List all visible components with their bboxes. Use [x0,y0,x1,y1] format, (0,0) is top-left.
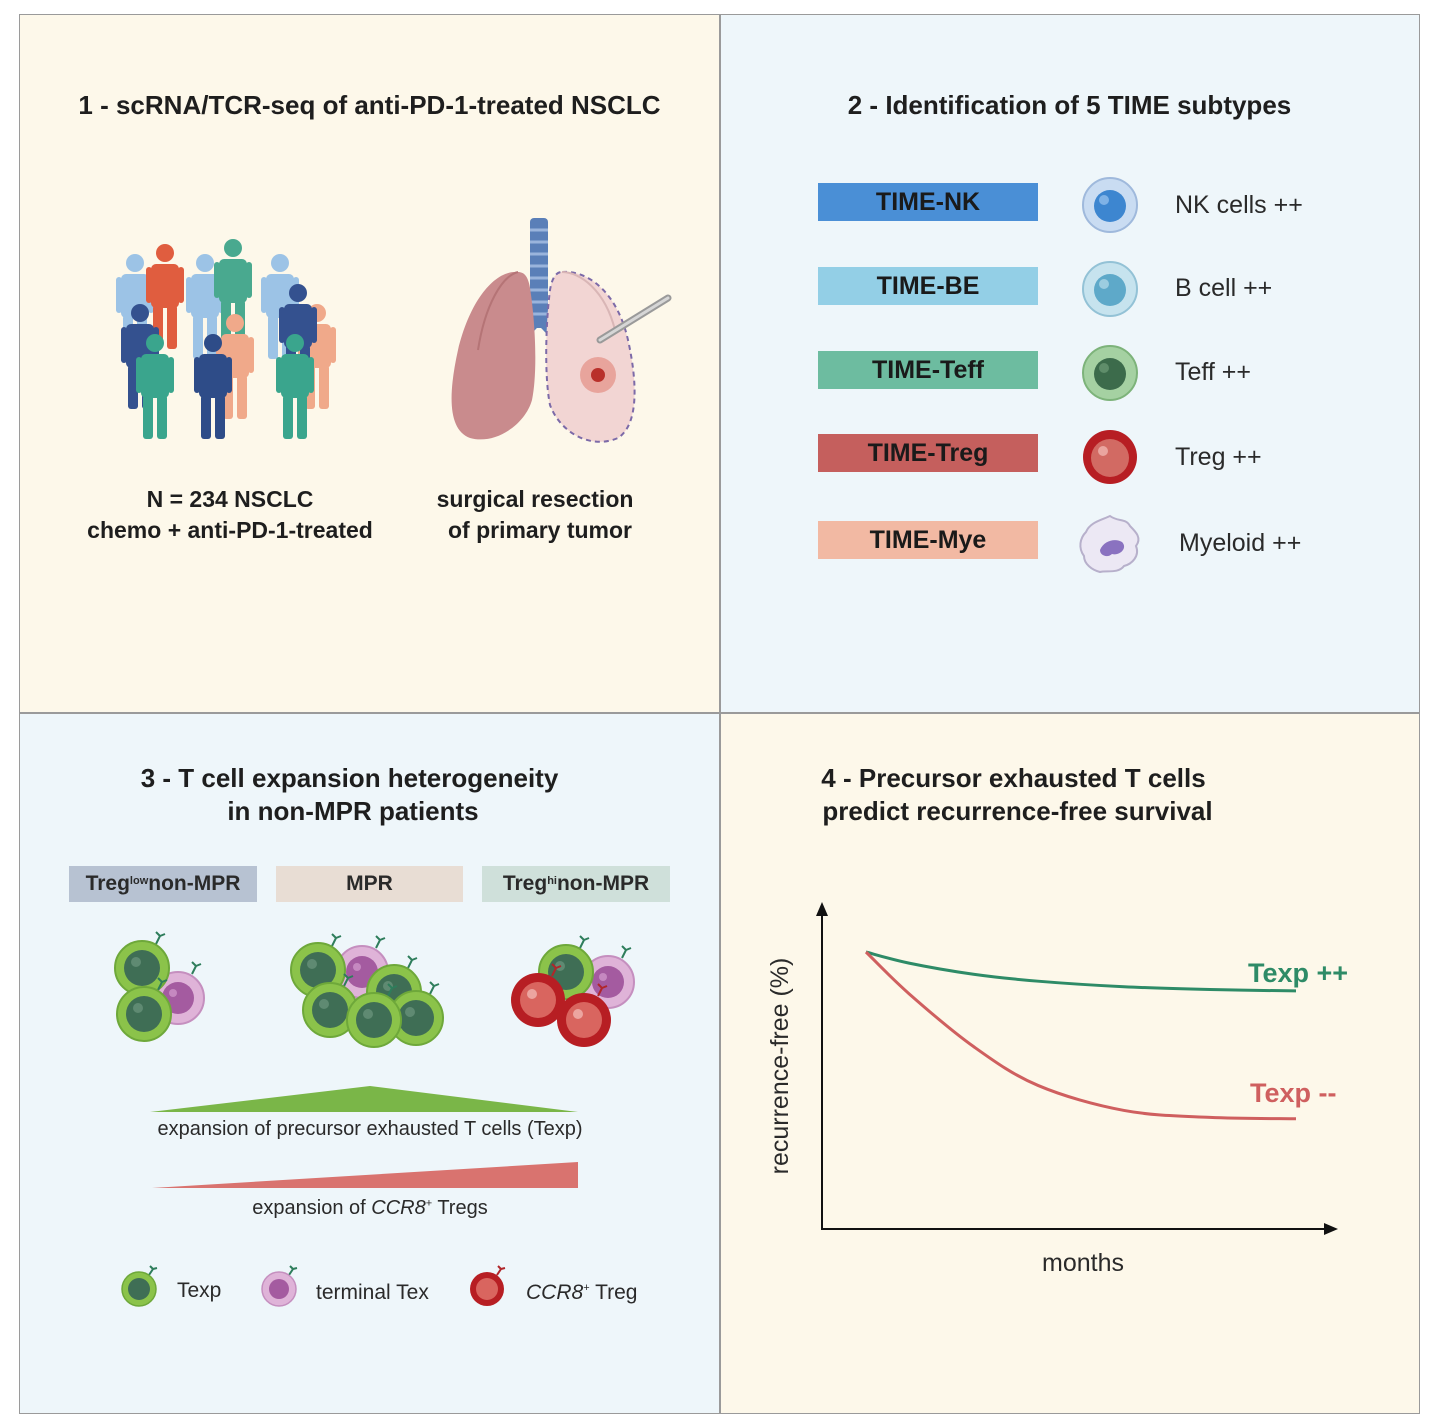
ccr8-treg-legend-icon [470,1265,506,1306]
treg-label: Treg ++ [1175,443,1262,471]
series-label-texp-low: Texp -- [1250,1078,1337,1108]
y-axis [816,902,828,1230]
x-axis-label: months [1042,1249,1124,1277]
panel-4 [720,713,1419,1413]
figure-frame [19,14,1420,1414]
cohort-caption-line-2: chemo + anti-PD-1-treated [87,517,373,543]
treg-low-nonmpr-box: Treg low non-MPR [69,866,257,902]
texp-legend-icon [121,1265,158,1307]
surgery-caption-line-2: of primary tumor [447,517,633,543]
texp-expansion-triangle [150,1086,578,1112]
rfs-chart: Texp ++ Texp -- months recurrence-free (… [766,902,1348,1277]
terminal-tex-legend-icon [261,1265,298,1307]
treg-cell-icon [1083,430,1137,484]
ccr8-expansion-triangle [152,1162,578,1188]
myeloid-label: Myeloid ++ [1179,529,1302,557]
mpr-box: MPR [276,866,463,902]
legend-terminal-tex-label: terminal Tex [316,1281,429,1304]
ccr8-expansion-caption: expansion of CCR8+ Tregs [252,1197,488,1219]
surgery-caption-line-1: surgical resection [436,486,634,512]
treg-hi-nonmpr-box: Treg hi non-MPR [482,866,670,902]
cohort-caption-line-1: N = 234 NSCLC [146,486,314,512]
time-nk-box: TIME-NK [818,183,1038,221]
series-label-texp-high: Texp ++ [1248,958,1348,988]
nk-cells-label: NK cells ++ [1175,191,1303,219]
time-be-box: TIME-BE [818,267,1038,305]
teff-label: Teff ++ [1175,358,1251,386]
b-cell-label: B cell ++ [1175,274,1273,302]
patients-group-icon [116,239,336,439]
teff-cell-icon [1082,345,1138,401]
horizontal-divider [20,712,1419,714]
myeloid-cell-icon [1079,514,1140,574]
lungs-resection-icon [451,218,672,443]
legend-texp-label: Texp [177,1279,222,1302]
panel-3-title-line-2: in non-MPR patients [227,796,479,826]
panel-4-title-line-1: 4 - Precursor exhausted T cells [821,763,1206,793]
texp-expansion-caption: expansion of precursor exhausted T cells… [157,1118,583,1140]
vertical-divider [719,15,721,1413]
b-cell-icon [1082,261,1138,317]
panel-2-title: 2 - Identification of 5 TIME subtypes [847,90,1292,120]
time-mye-box: TIME-Mye [818,521,1038,559]
time-teff-box: TIME-Teff [818,351,1038,389]
x-axis [822,1223,1338,1235]
legend-ccr8-treg-label: CCR8+ Treg [526,1281,638,1304]
series-line-texp-high [865,950,1297,993]
panel-1-title: 1 - scRNA/TCR-seq of anti-PD-1-treated N… [78,90,661,120]
cell-clusters-illustration [114,931,635,1048]
y-axis-label: recurrence-free (%) [766,958,794,1175]
series-line-texp-low [864,950,1297,1121]
panel-4-title-line-2: predict recurrence-free survival [822,796,1213,826]
panel-3-title-line-1: 3 - T cell expansion heterogeneity [140,763,559,793]
time-treg-box: TIME-Treg [818,434,1038,472]
nk-cell-icon [1082,177,1138,233]
